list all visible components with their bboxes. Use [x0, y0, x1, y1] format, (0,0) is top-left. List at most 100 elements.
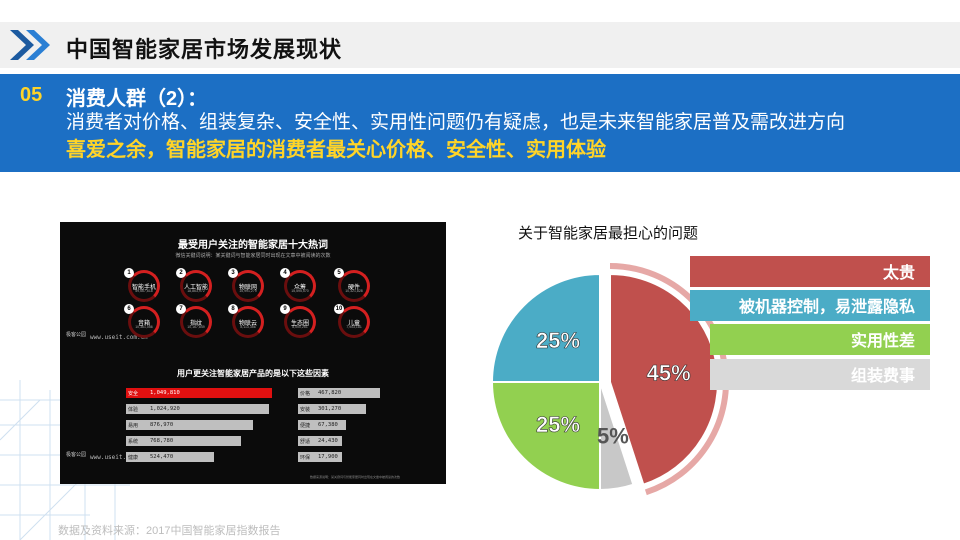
factor-value: 524,470 — [150, 453, 174, 460]
factor-name: 健康 — [128, 455, 139, 461]
keyword-label: 音箱 — [137, 321, 150, 327]
keyword-item: 7 指纹 10,167,849 — [176, 304, 216, 344]
infographic-logo: 极客公园 — [66, 452, 87, 458]
infographic-logo: 极客公园 — [66, 332, 87, 338]
keyword-label: 众筹 — [293, 285, 306, 291]
factors-title: 用户更关注智能家居产品的是以下这些因素 — [177, 369, 329, 378]
infographic-footer: 数据来源说明：某关键词与智能家居同时出现在文章中被阅读的次数 — [310, 475, 401, 479]
keyword-value: 8,113,356 — [240, 325, 256, 329]
keyword-item: 4 众筹 15,595,570 — [280, 268, 320, 308]
keyword-label: 物联云 — [238, 321, 257, 327]
keyword-item: 1 智能手机 59,667,618 — [124, 268, 164, 308]
legend-item: 被机器控制，易泄露隐私 — [690, 290, 930, 321]
factor-value: 17,900 — [318, 453, 338, 460]
factor-bar: 价格 467,820 — [298, 388, 380, 398]
keyword-rank: 7 — [176, 304, 186, 314]
keyword-item: 2 人工智能 18,863,972 — [176, 268, 216, 308]
keyword-rank: 6 — [124, 304, 134, 314]
factor-name: 便捷 — [300, 423, 311, 429]
keyword-ring — [284, 270, 316, 302]
keyword-item: 10 儿童 7,903,181 — [334, 304, 374, 344]
keyword-ring — [232, 270, 264, 302]
keyword-label: 硬件 — [347, 285, 360, 291]
pie-slice-label: 25% — [536, 412, 580, 437]
keyword-item: 5 硬件 10,321,828 — [334, 268, 374, 308]
keyword-rank: 3 — [228, 268, 238, 278]
factor-bar: 环保 17,900 — [298, 452, 342, 462]
legend-bar — [710, 359, 930, 390]
factor-value: 876,970 — [150, 421, 174, 428]
keyword-value: 10,167,849 — [187, 325, 205, 329]
keyword-ring — [180, 270, 212, 302]
keyword-rank: 2 — [176, 268, 186, 278]
factor-bar: 系统 768,780 — [126, 436, 241, 446]
legend-label: 太贵 — [882, 263, 915, 282]
keyword-value: 8,000,261 — [292, 325, 308, 329]
keyword-rank: 10 — [334, 304, 344, 314]
highlight-text: 喜爱之余，智能家居的消费者最关心价格、安全性、实用体验 — [66, 139, 606, 161]
factor-bar: 安装 301,270 — [298, 404, 366, 414]
factor-name: 价格 — [300, 391, 311, 397]
legend-label: 组装费事 — [851, 366, 915, 385]
keyword-item: 6 音箱 10,361,056 — [124, 304, 164, 344]
data-source: 数据及资料来源：2017中国智能家居指数报告 — [58, 525, 281, 537]
keyword-label: 人工智能 — [183, 285, 208, 291]
pie-slice-label: 25% — [536, 328, 580, 353]
factor-bar: 健康 524,470 — [126, 452, 214, 462]
keyword-label: 儿童 — [347, 321, 360, 327]
pie-slice — [490, 272, 601, 383]
legend-bar — [690, 290, 930, 321]
factor-bar: 体验 1,024,920 — [126, 404, 270, 414]
factor-name: 安全 — [128, 391, 139, 397]
factor-value: 1,024,920 — [150, 405, 180, 412]
pie-slice-label: 45% — [647, 361, 691, 386]
keyword-label: 生态圈 — [290, 321, 309, 327]
factor-value: 301,270 — [318, 405, 342, 412]
keyword-rank: 8 — [228, 304, 238, 314]
keyword-value: 7,903,181 — [346, 325, 362, 329]
factor-name: 环保 — [300, 455, 311, 461]
legend-item: 组装费事 — [710, 359, 930, 390]
keyword-label: 智能手机 — [131, 285, 156, 291]
factor-value: 1,049,810 — [150, 389, 180, 396]
keyword-value: 15,991,279 — [239, 289, 257, 293]
legend-bar — [690, 256, 930, 287]
keyword-value: 59,667,618 — [135, 289, 153, 293]
chevron-right-icon — [10, 30, 50, 60]
legend-label: 被机器控制，易泄露隐私 — [739, 297, 915, 316]
page-title: 中国智能家居市场发展现状 — [66, 37, 343, 62]
factor-value: 67,380 — [318, 421, 338, 428]
keyword-value: 10,321,828 — [345, 289, 363, 293]
pie-slice — [490, 381, 601, 492]
summary-text: 消费者对价格、组装复杂、安全性、实用性问题仍有疑虑，也是未来智能家居普及需改进方… — [66, 112, 846, 133]
infographic-title: 最受用户关注的智能家居十大热词 — [178, 240, 328, 251]
factor-bar: 舒适 24,430 — [298, 436, 343, 446]
summary-banner: 05 消费人群（2）： 消费者对价格、组装复杂、安全性、实用性问题仍有疑虑，也是… — [0, 74, 960, 172]
keyword-ring — [128, 270, 160, 302]
keyword-value: 10,361,056 — [135, 325, 153, 329]
factor-name: 易用 — [128, 423, 139, 429]
keyword-rank: 4 — [280, 268, 290, 278]
watermark-text: www.useit.com.cn — [90, 334, 148, 341]
factor-bar: 便捷 67,380 — [298, 420, 346, 430]
pie-slice-label: 5% — [597, 423, 629, 448]
infographic-subtitle: 微信关键词说明：某关键词与智能家居同时出现在文章中被阅读的次数 — [175, 253, 331, 259]
keyword-ring — [338, 270, 370, 302]
title-bar: 中国智能家居市场发展现状 — [0, 22, 960, 68]
factor-value: 467,820 — [318, 389, 342, 396]
factor-name: 体验 — [128, 407, 139, 413]
keyword-item: 8 物联云 8,113,356 — [228, 304, 268, 344]
keyword-value: 18,863,972 — [187, 289, 205, 293]
legend-item: 实用性差 — [710, 324, 930, 355]
keyword-ring — [128, 306, 160, 338]
factor-value: 768,780 — [150, 437, 174, 444]
factor-name: 安装 — [300, 407, 311, 413]
factor-name: 系统 — [128, 439, 139, 445]
legend-bar — [710, 324, 930, 355]
factor-bar: 安全 1,049,810 — [126, 388, 272, 398]
watermark-text: www.useit.com.cn — [90, 454, 148, 461]
keyword-label: 指纹 — [189, 321, 202, 327]
chart-title: 关于智能家居最担心的问题 — [518, 225, 699, 242]
keyword-rank: 5 — [334, 268, 344, 278]
